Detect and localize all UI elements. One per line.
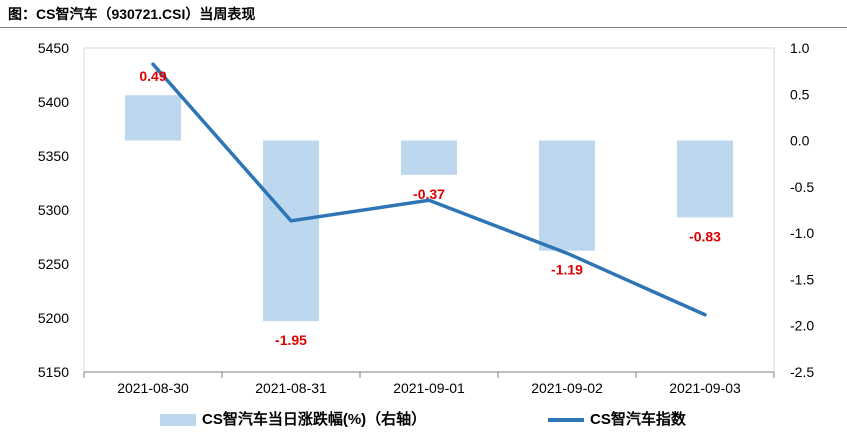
legend-bar-swatch bbox=[160, 414, 196, 427]
index-point bbox=[151, 62, 155, 66]
y-right-tick-label: 0.0 bbox=[790, 133, 810, 149]
y-right-tick-label: -0.5 bbox=[790, 179, 814, 195]
y-left-tick-label: 5250 bbox=[38, 256, 69, 272]
index-point bbox=[427, 198, 431, 202]
legend-line-swatch bbox=[548, 418, 584, 423]
chart-title: 图：CS智汽车（930721.CSI）当周表现 bbox=[8, 6, 256, 22]
y-right-tick-label: -2.0 bbox=[790, 318, 814, 334]
legend-item-bar: CS智汽车当日涨跌幅(%)（右轴） bbox=[160, 408, 426, 429]
bar-2021-08-31 bbox=[263, 140, 319, 322]
index-point bbox=[565, 251, 569, 255]
bar-data-label: -0.83 bbox=[689, 228, 721, 244]
y-left-tick-label: 5450 bbox=[38, 40, 69, 56]
legend-bar-label: CS智汽车当日涨跌幅(%)（右轴） bbox=[202, 411, 427, 428]
bar-2021-08-30 bbox=[125, 95, 181, 141]
legend-item-line: CS智汽车指数 bbox=[548, 408, 686, 429]
bar-2021-09-03 bbox=[677, 140, 733, 218]
y-left-tick-label: 5200 bbox=[38, 310, 69, 326]
y-left-tick-label: 5350 bbox=[38, 148, 69, 164]
title-divider bbox=[0, 27, 847, 28]
y-right-tick-label: -2.5 bbox=[790, 364, 814, 380]
x-tick-label: 2021-09-03 bbox=[669, 380, 741, 396]
legend-line-label: CS智汽车指数 bbox=[590, 411, 686, 428]
bar-2021-09-02 bbox=[539, 140, 595, 251]
bar-data-label: -1.19 bbox=[551, 262, 583, 278]
y-right-tick-label: 1.0 bbox=[790, 40, 810, 56]
y-left-tick-label: 5150 bbox=[38, 364, 69, 380]
bar-data-label: -0.37 bbox=[413, 186, 445, 202]
x-tick-label: 2021-09-02 bbox=[531, 380, 603, 396]
y-right-tick-label: -1.0 bbox=[790, 225, 814, 241]
x-tick-label: 2021-08-30 bbox=[117, 380, 189, 396]
x-tick-label: 2021-09-01 bbox=[393, 380, 465, 396]
bar-2021-09-01 bbox=[401, 140, 457, 175]
bar-data-label: -1.95 bbox=[275, 332, 307, 348]
index-point bbox=[289, 219, 293, 223]
y-right-tick-label: 0.5 bbox=[790, 86, 810, 102]
y-left-tick-label: 5400 bbox=[38, 94, 69, 110]
y-right-tick-label: -1.5 bbox=[790, 271, 814, 287]
index-point bbox=[703, 313, 707, 317]
plot-frame bbox=[83, 47, 775, 373]
x-tick-label: 2021-08-31 bbox=[255, 380, 327, 396]
y-left-tick-label: 5300 bbox=[38, 202, 69, 218]
bar-data-label: 0.49 bbox=[139, 68, 166, 84]
